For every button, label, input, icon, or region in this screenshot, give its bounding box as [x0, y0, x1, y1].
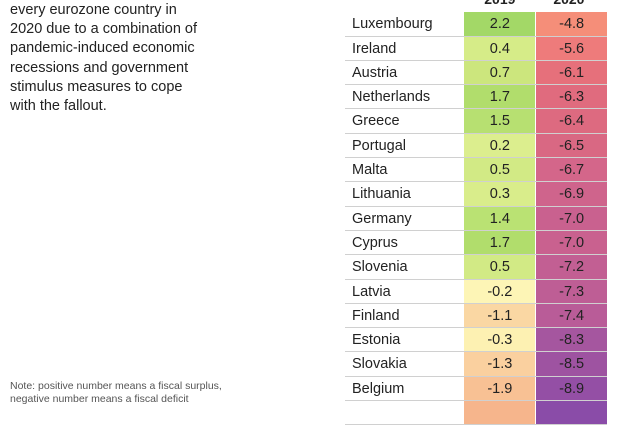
country: Austria: [352, 64, 398, 81]
country: Ireland: [352, 40, 397, 57]
table-row: Luxembourg 2.2 -4.8: [345, 12, 607, 37]
value-cell: -7.2: [536, 255, 607, 279]
value-cell: -8.3: [536, 328, 607, 352]
country: Germany: [352, 210, 412, 227]
value-cell: -7.3: [536, 279, 607, 303]
table-row: Cyprus 1.7 -7.0: [345, 230, 607, 256]
value-cell: 2.2: [464, 12, 536, 36]
table-row: Latvia -0.2 -7.3: [345, 279, 607, 304]
table-row: Finland -1.1 -7.4: [345, 303, 607, 329]
value-cell: 0.7: [464, 60, 536, 85]
table-row: Austria 0.7 -6.1: [345, 60, 607, 86]
table-row: Malta 0.5 -6.7: [345, 158, 607, 183]
country: Latvia: [352, 283, 391, 300]
value-cell: -6.3: [536, 85, 607, 109]
country: Finland: [352, 307, 400, 324]
intro-line: stimulus measures to cope: [10, 78, 183, 95]
value-cell: -6.4: [536, 109, 607, 133]
value-cell: -7.0: [536, 206, 607, 230]
value-cell: -7.4: [536, 303, 607, 328]
note-text: Note: positive number means a fiscal sur…: [10, 380, 222, 405]
country: Greece: [352, 113, 400, 130]
intro-line: with the fallout.: [10, 98, 107, 115]
country: Malta: [352, 162, 388, 179]
header-spacer: [345, 0, 463, 12]
column-header: 2020*: [536, 0, 607, 12]
value-cell: -7.0: [536, 230, 607, 255]
value-cell: 0.5: [464, 158, 536, 182]
table-row: Slovakia -1.3 -8.5: [345, 352, 607, 377]
country: Estonia: [352, 332, 401, 349]
value-cell: -6.1: [536, 60, 607, 85]
table-row: Netherlands 1.7 -6.3: [345, 85, 607, 110]
intro-text: every eurozone country in 2020 due to a c…: [10, 1, 197, 116]
value-cell: 0.2: [464, 133, 536, 158]
value-cell: -1.1: [464, 303, 536, 328]
country: Luxembourg: [352, 16, 433, 33]
page: every eurozone country in 2020 due to a c…: [10, 0, 607, 425]
value-cell: 1.5: [464, 109, 536, 133]
intro-line: 2020 due to a combination of: [10, 21, 198, 38]
note-line: negative number means a fiscal deficit: [10, 392, 189, 405]
value-cell: -1.3: [464, 352, 536, 376]
value-cell: -4.8: [536, 12, 607, 36]
table-row: Lithuania 0.3 -6.9: [345, 182, 607, 207]
value-cell: 0.3: [464, 182, 536, 206]
country: Lithuania: [352, 186, 411, 203]
table-row: Portugal 0.2 -6.5: [345, 133, 607, 159]
country: Portugal: [352, 137, 407, 154]
value-cell: -6.9: [536, 182, 607, 206]
header-row: 20192020*: [345, 0, 607, 12]
value-cell: -0.2: [464, 279, 536, 303]
value-cell: 1.7: [464, 85, 536, 109]
value-cell: 1.4: [464, 206, 536, 230]
country: Slovakia: [352, 356, 407, 373]
country: Slovenia: [352, 259, 408, 276]
column-header: 2019: [464, 0, 535, 12]
value-cell: -0.3: [464, 328, 536, 352]
value-cell: -8.5: [536, 352, 607, 376]
value-cell: -6.7: [536, 158, 607, 182]
intro-line: recessions and government: [10, 59, 189, 76]
value-cell: -8.9: [536, 376, 607, 401]
table-row: Slovenia 0.5 -7.2: [345, 255, 607, 280]
note-line: Note: positive number means a fiscal sur…: [10, 380, 222, 392]
value-cell: 0.5: [464, 255, 536, 279]
intro-line: every eurozone country in: [10, 2, 177, 18]
table-row: Estonia -0.3 -8.3: [345, 328, 607, 353]
country: Belgium: [352, 380, 405, 397]
country: Cyprus: [352, 234, 398, 251]
value-cell: -5.6: [536, 36, 607, 60]
intro-line: pandemic-induced economic: [10, 40, 195, 57]
table-row: Greece 1.5 -6.4: [345, 109, 607, 134]
table-row: Belgium -1.9 -8.9: [345, 376, 607, 402]
value-cell: -6.5: [536, 133, 607, 158]
table-row: Germany 1.4 -7.0: [345, 206, 607, 231]
value-cell: -1.9: [464, 376, 536, 401]
table-row: Ireland 0.4 -5.6: [345, 36, 607, 61]
deficit-table: 20192020* Luxembourg 2.2-4.8 Ireland 0.4-5.6…: [345, 0, 607, 425]
value-cell: 0.4: [464, 36, 536, 60]
value-cell: 1.7: [464, 230, 536, 255]
country: Netherlands: [352, 89, 431, 106]
